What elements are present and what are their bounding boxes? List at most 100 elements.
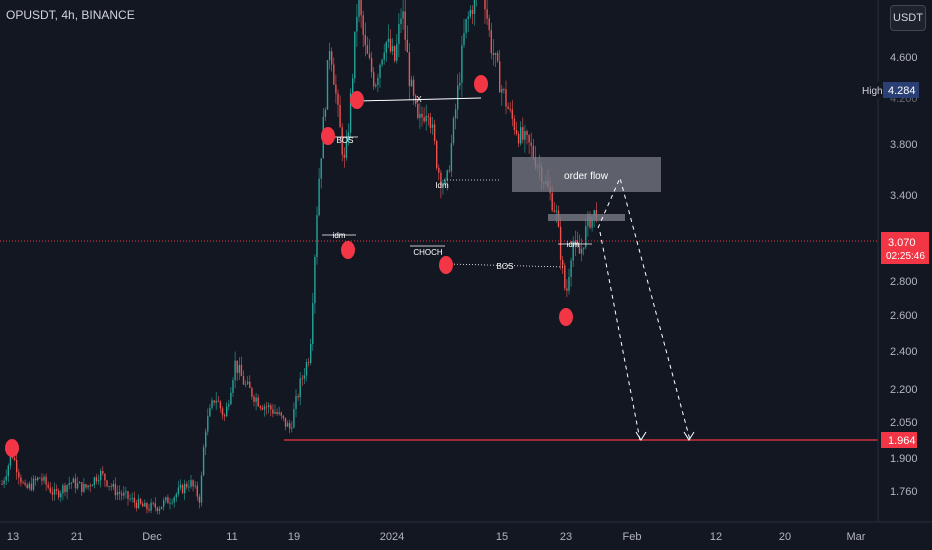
high-label-box [860,82,882,98]
candle-body [318,178,320,216]
candle-body [13,457,16,460]
time-axis[interactable]: 13 21 Dec 11 19 2024 15 23 Feb 12 20 Mar [7,531,866,543]
candle-body [87,485,89,488]
candle-body [465,18,467,34]
candle-body [7,465,9,477]
candle-body [314,257,316,304]
candle-body [74,478,77,489]
double-top-line [357,97,482,102]
candle-body [360,0,362,16]
pivot-marker [321,127,335,145]
candle-body [591,216,593,228]
candle-body [232,380,234,393]
candle-body [51,492,54,495]
candle-body [366,45,369,54]
candlestick-series [1,0,597,515]
candle-body [68,483,70,486]
candle-body [496,53,499,62]
candle-body [16,459,18,473]
candle-body [137,498,140,509]
pivot-marker [5,439,19,457]
candle-body [129,498,131,500]
x-tick-label: 21 [71,531,83,543]
currency-button[interactable]: USDT [890,5,926,31]
candle-body [1,484,3,485]
candle-body [370,58,373,73]
candle-body [358,0,360,17]
candle-body [423,117,425,122]
candle-body [488,18,490,31]
candle-body [93,477,96,486]
support-price-box [881,432,917,448]
candle-body [28,483,30,489]
y-tick-label: 3.800 [890,139,918,151]
candle-body [377,77,379,85]
candle-body [240,365,243,377]
candle-body [452,118,455,144]
y-tick-label: 2.400 [890,346,918,358]
candle-body [81,482,83,492]
candle-body [30,483,33,490]
candle-body [293,409,295,428]
candle-body [499,61,501,93]
candle-body [223,415,226,417]
candle-body [444,180,446,185]
candle-body [408,52,411,87]
candle-body [163,500,165,507]
x-tick-label: Feb [623,531,642,543]
candle-body [291,427,293,429]
candle-body [492,52,495,55]
candle-body [150,502,152,511]
candle-body [585,226,587,248]
candle-body [165,497,167,501]
candle-body [419,113,421,118]
x-tick-label: Dec [142,531,162,543]
current-price: 3.070 [888,237,916,249]
candle-body [473,0,476,14]
candle-body [3,480,5,485]
candle-body [440,172,442,187]
candle-body [175,493,177,498]
candle-body [486,9,488,19]
candle-body [41,478,43,481]
price-axis[interactable]: 4.600 3.800 3.400 2.800 2.600 2.400 2.20… [890,52,918,498]
candle-body [148,509,150,511]
candle-body [236,360,238,373]
candle-body [72,478,75,483]
candle-body [219,401,222,409]
candle-body [566,288,568,291]
y-tick-label: 2.200 [890,384,918,396]
candle-body [362,15,364,35]
candle-body [230,392,232,405]
candle-body [11,456,14,458]
candle-body [436,141,438,168]
x-tick-label: 2024 [380,531,404,543]
candle-body [66,485,68,492]
candle-body [49,487,51,493]
candle-body [215,400,217,403]
candle-body [553,210,555,212]
candle-body [471,9,474,14]
candle-body [349,93,352,133]
candle-body [490,30,492,53]
candle-body [297,396,299,398]
candle-body [142,503,144,507]
candle-body [60,493,62,498]
idm-label-3: idm [567,240,580,249]
candle-body [354,31,356,79]
candle-body [95,477,98,482]
candle-body [310,344,312,363]
candle-body [284,417,287,427]
candle-body [385,42,387,53]
candle-body [387,38,390,43]
candle-body [286,423,289,427]
candle-body [272,409,274,414]
candle-body [373,72,375,87]
candle-body [379,64,381,78]
x-tick-label: 11 [226,531,237,543]
candle-body [425,115,427,122]
x-tick-label: 13 [7,531,19,543]
candle-body [375,84,377,87]
candle-body [181,485,184,494]
